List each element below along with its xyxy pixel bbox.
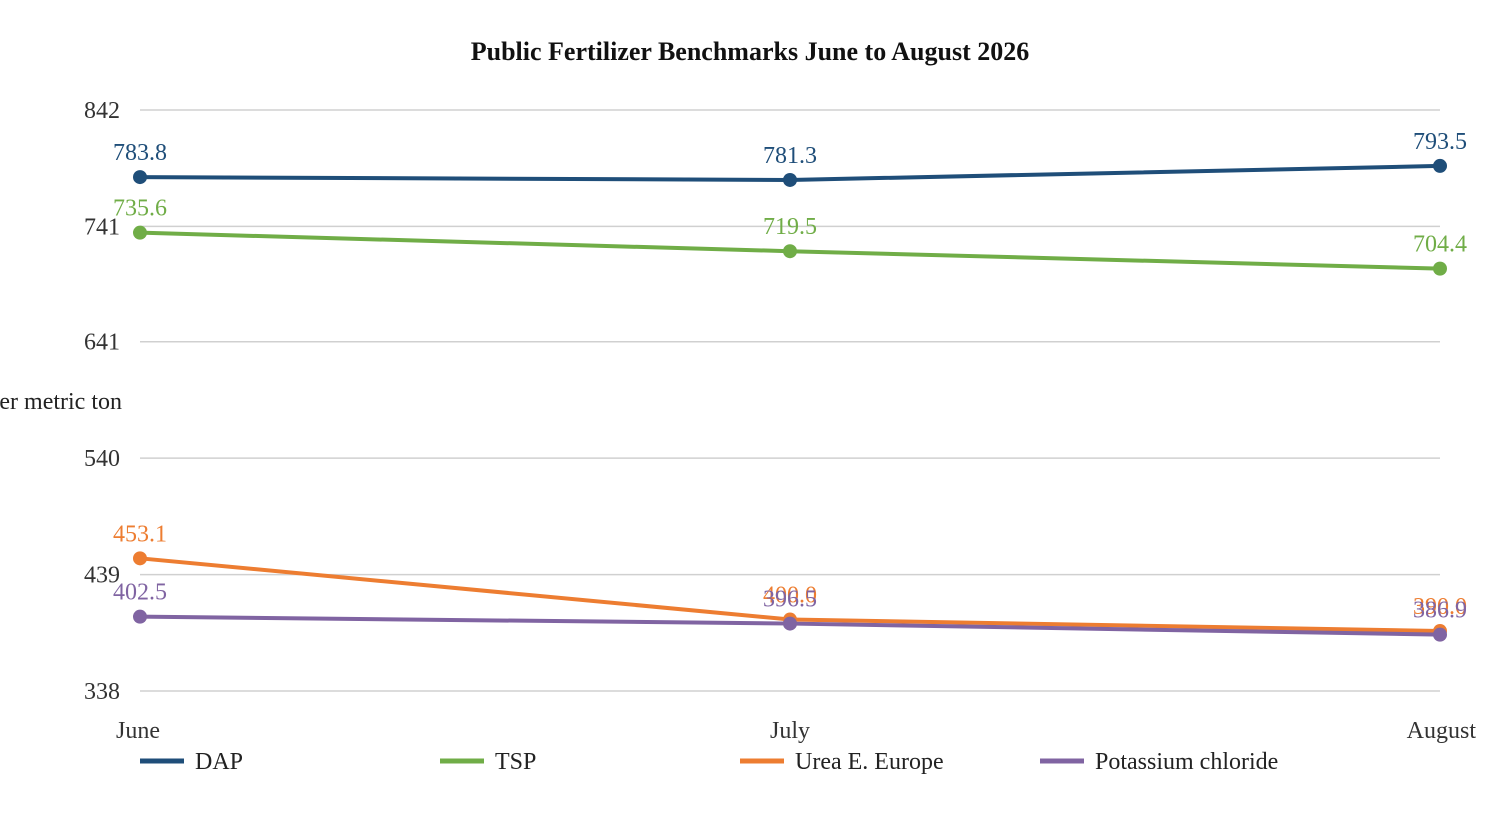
y-axis-ticks: 338 439 540 641 741 842 — [84, 98, 120, 705]
y-tick-label: 338 — [84, 679, 120, 705]
data-point — [783, 616, 797, 631]
data-point — [133, 551, 147, 566]
y-tick-label: 741 — [84, 214, 120, 240]
chart-title: Public Fertilizer Benchmarks June to Aug… — [471, 37, 1030, 66]
data-label: 719.5 — [763, 214, 817, 240]
legend: DAP TSP Urea E. Europe Potassium chloride — [140, 749, 1278, 775]
legend-entry: TSP — [495, 749, 536, 775]
legend-entry: Potassium chloride — [1095, 749, 1278, 775]
data-point — [133, 225, 147, 240]
data-point — [1433, 158, 1447, 173]
y-tick-label: 641 — [84, 330, 120, 356]
data-label: 453.1 — [113, 521, 167, 547]
y-tick-label: 842 — [84, 98, 120, 124]
grid-layer — [140, 109, 1440, 692]
data-label: 396.5 — [763, 587, 817, 613]
data-point — [1433, 627, 1447, 642]
data-point — [133, 609, 147, 624]
x-tick-label: July — [770, 718, 810, 744]
data-point — [1433, 261, 1447, 276]
data-label: 386.9 — [1413, 598, 1467, 624]
series-layer — [133, 158, 1447, 642]
legend-entry: Urea E. Europe — [795, 749, 944, 775]
y-tick-label: 540 — [84, 446, 120, 472]
data-label-layer: 783.8 781.3 793.5 735.6 719.5 704.4 453.1 400.0… — [113, 129, 1467, 624]
x-tick-label: August — [1407, 718, 1477, 744]
legend-entry: DAP — [195, 749, 243, 775]
data-point — [783, 244, 797, 259]
y-axis-label: USD per metric ton — [0, 389, 122, 415]
data-label: 783.8 — [113, 140, 167, 166]
data-point — [783, 172, 797, 187]
data-label: 390.0 — [1413, 594, 1467, 620]
data-label: 400.0 — [763, 583, 817, 609]
x-tick-label: June — [116, 718, 160, 744]
y-tick-label: 439 — [84, 563, 120, 589]
data-label: 781.3 — [763, 143, 817, 169]
data-label: 735.6 — [113, 196, 167, 222]
x-axis-ticks: June July August — [116, 718, 1476, 744]
data-label: 704.4 — [1413, 232, 1467, 258]
data-label: 793.5 — [1413, 129, 1467, 155]
data-label: 402.5 — [113, 580, 167, 606]
data-point — [133, 170, 147, 185]
